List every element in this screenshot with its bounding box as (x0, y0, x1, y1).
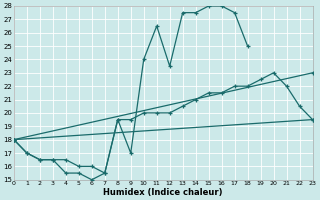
X-axis label: Humidex (Indice chaleur): Humidex (Indice chaleur) (103, 188, 223, 197)
